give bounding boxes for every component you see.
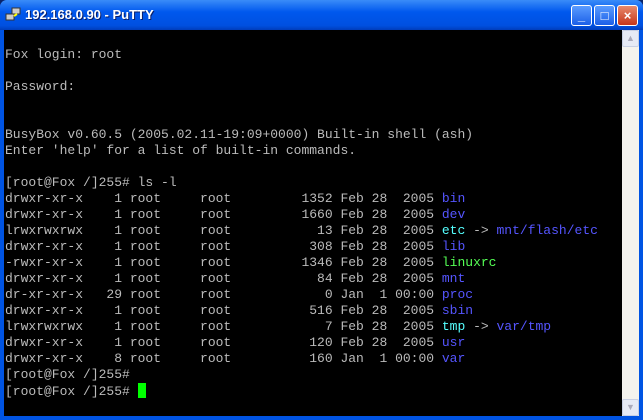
terminal-line: dr-xr-xr-x 29 root root 0 Jan 1 00:00 pr… [5, 287, 622, 303]
terminal-text: drwxr-xr-x 1 root root 1352 Feb 28 2005 [5, 191, 442, 206]
terminal-text: lrwxrwxrwx 1 root root 7 Feb 28 2005 [5, 319, 442, 334]
terminal-line: [root@Fox /]255# [5, 383, 622, 399]
terminal-line [5, 63, 622, 79]
terminal-text: [root@Fox /]255# [5, 367, 130, 382]
terminal-text: drwxr-xr-x 1 root root 516 Feb 28 2005 [5, 303, 442, 318]
terminal-line: -rwxr-xr-x 1 root root 1346 Feb 28 2005 … [5, 255, 622, 271]
terminal-text: [root@Fox /]255# [5, 384, 138, 399]
terminal-line: drwxr-xr-x 1 root root 84 Feb 28 2005 mn… [5, 271, 622, 287]
terminal-text: dr-xr-xr-x 29 root root 0 Jan 1 00:00 [5, 287, 442, 302]
terminal-output[interactable]: Fox login: root Password: BusyBox v0.60.5 … [4, 30, 622, 416]
title-bar[interactable]: 192.168.0.90 - PuTTY _ □ × [0, 0, 643, 30]
terminal-text: bin [441, 191, 466, 206]
terminal-text: BusyBox v0.60.5 (2005.02.11-19:09+0000) … [5, 127, 474, 142]
terminal-line [5, 159, 622, 175]
terminal-line [5, 95, 622, 111]
terminal-line: BusyBox v0.60.5 (2005.02.11-19:09+0000) … [5, 127, 622, 143]
terminal-text: var [441, 351, 466, 366]
terminal-line [5, 111, 622, 127]
minimize-button[interactable]: _ [571, 5, 592, 26]
terminal-cursor [137, 383, 146, 398]
terminal-text: drwxr-xr-x 1 root root 84 Feb 28 2005 [5, 271, 442, 286]
terminal-text: drwxr-xr-x 1 root root 308 Feb 28 2005 [5, 239, 442, 254]
terminal-line: lrwxrwxrwx 1 root root 7 Feb 28 2005 tmp… [5, 319, 622, 335]
terminal-text: -> [465, 319, 497, 334]
terminal-line: drwxr-xr-x 8 root root 160 Jan 1 00:00 v… [5, 351, 622, 367]
terminal-line: drwxr-xr-x 1 root root 1660 Feb 28 2005 … [5, 207, 622, 223]
terminal-line: [root@Fox /]255# [5, 367, 622, 383]
terminal-text: Enter 'help' for a list of built-in comm… [5, 143, 357, 158]
terminal-text: proc [441, 287, 474, 302]
terminal-text: -rwxr-xr-x 1 root root 1346 Feb 28 2005 [5, 255, 442, 270]
terminal-line: drwxr-xr-x 1 root root 1352 Feb 28 2005 … [5, 191, 622, 207]
terminal-line: drwxr-xr-x 1 root root 516 Feb 28 2005 s… [5, 303, 622, 319]
terminal-line: Password: [5, 79, 622, 95]
terminal-text: drwxr-xr-x 8 root root 160 Jan 1 00:00 [5, 351, 442, 366]
terminal-text: Fox login: root [5, 47, 123, 62]
vertical-scrollbar[interactable]: ▲ ▼ [622, 30, 639, 416]
putty-icon [5, 7, 21, 21]
terminal-text: sbin [441, 303, 474, 318]
terminal-text: mnt/flash/etc [496, 223, 598, 238]
terminal-line: Fox login: root [5, 47, 622, 63]
terminal-text: drwxr-xr-x 1 root root 1660 Feb 28 2005 [5, 207, 442, 222]
terminal-text: lrwxrwxrwx 1 root root 13 Feb 28 2005 [5, 223, 442, 238]
window-title: 192.168.0.90 - PuTTY [25, 7, 154, 22]
terminal-text: mnt [441, 271, 466, 286]
maximize-button[interactable]: □ [594, 5, 615, 26]
terminal-line: Enter 'help' for a list of built-in comm… [5, 143, 622, 159]
terminal-text: tmp [441, 319, 466, 334]
terminal-text: lib [441, 239, 466, 254]
terminal-line: lrwxrwxrwx 1 root root 13 Feb 28 2005 et… [5, 223, 622, 239]
terminal-text: [root@Fox /]255# ls -l [5, 175, 177, 190]
terminal-line: drwxr-xr-x 1 root root 120 Feb 28 2005 u… [5, 335, 622, 351]
scroll-down-button[interactable]: ▼ [622, 399, 639, 416]
terminal-line: drwxr-xr-x 1 root root 308 Feb 28 2005 l… [5, 239, 622, 255]
close-button[interactable]: × [617, 5, 638, 26]
scroll-up-button[interactable]: ▲ [622, 30, 639, 47]
terminal-text: -> [465, 223, 497, 238]
terminal-text: usr [441, 335, 466, 350]
terminal-text: Password: [5, 79, 76, 94]
terminal-text: dev [441, 207, 466, 222]
terminal-text: etc [441, 223, 466, 238]
terminal-line: [root@Fox /]255# ls -l [5, 175, 622, 191]
terminal-line [5, 31, 622, 47]
terminal-text: linuxrc [441, 255, 497, 270]
terminal-text: drwxr-xr-x 1 root root 120 Feb 28 2005 [5, 335, 442, 350]
terminal-text: var/tmp [496, 319, 552, 334]
